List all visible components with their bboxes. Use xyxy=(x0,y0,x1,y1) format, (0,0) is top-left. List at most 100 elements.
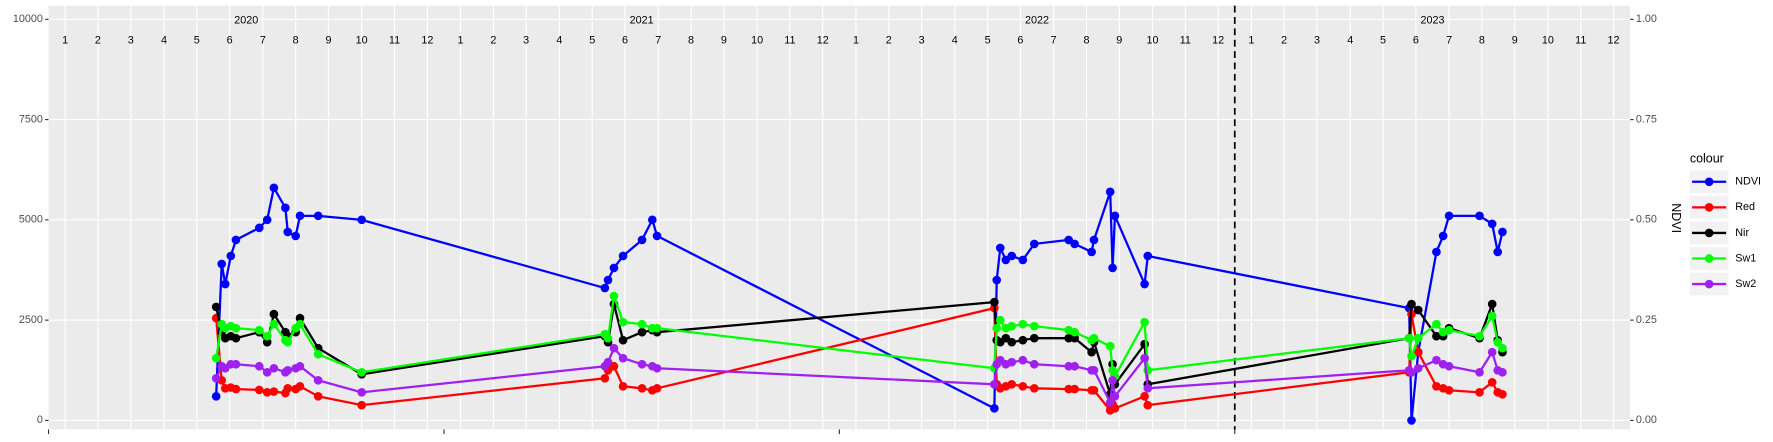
data-point xyxy=(1432,355,1441,365)
data-point xyxy=(1007,321,1017,331)
data-point xyxy=(313,392,323,401)
data-point xyxy=(1108,263,1117,273)
month-label: 11 xyxy=(389,35,400,47)
data-point xyxy=(1110,211,1120,221)
month-label: 5 xyxy=(589,35,595,47)
data-point xyxy=(357,367,367,377)
data-point xyxy=(211,392,221,401)
data-point xyxy=(283,383,293,393)
y2-axis-title: NDVI xyxy=(1669,203,1683,233)
marks xyxy=(211,5,1507,430)
data-point xyxy=(992,275,1002,285)
data-point xyxy=(995,243,1005,253)
data-point xyxy=(603,333,613,343)
data-point xyxy=(1007,251,1017,261)
legend-label: Nir xyxy=(1735,227,1749,239)
data-point xyxy=(652,323,662,333)
data-point xyxy=(1444,385,1454,395)
data-point xyxy=(1475,388,1484,397)
data-point xyxy=(1018,319,1028,329)
data-point xyxy=(990,404,999,413)
data-point xyxy=(618,353,628,363)
data-point xyxy=(600,283,610,293)
data-point xyxy=(1018,255,1028,265)
data-point xyxy=(357,388,367,397)
data-point xyxy=(295,319,305,329)
data-point xyxy=(1140,353,1149,363)
data-point xyxy=(609,343,619,353)
data-point xyxy=(211,353,221,363)
data-point xyxy=(609,291,619,301)
data-point xyxy=(1407,367,1416,377)
month-label: 12 xyxy=(1608,35,1620,47)
y2-tick-label: 1.00 xyxy=(1636,13,1657,25)
month-label: 9 xyxy=(1512,35,1518,47)
data-point xyxy=(262,215,272,225)
data-point xyxy=(1140,392,1149,401)
data-point xyxy=(217,259,227,269)
y-tick-label: 10000 xyxy=(13,13,43,25)
legend-dot xyxy=(1704,228,1714,238)
month-label: 7 xyxy=(260,35,266,47)
data-point xyxy=(1498,343,1507,353)
data-point xyxy=(1140,317,1149,327)
data-point xyxy=(652,383,662,393)
data-point xyxy=(231,333,241,343)
data-point xyxy=(211,373,221,383)
y-tick-label: 0 xyxy=(37,414,43,426)
data-point xyxy=(1413,347,1423,357)
data-point xyxy=(1407,299,1416,309)
data-point xyxy=(269,183,279,193)
data-point xyxy=(1064,333,1074,343)
data-point xyxy=(995,315,1005,325)
data-point xyxy=(1444,211,1454,221)
data-point xyxy=(1432,381,1441,391)
data-point xyxy=(1029,321,1039,331)
month-label: 1 xyxy=(1248,35,1254,47)
y2-tick-label: 0.50 xyxy=(1636,214,1657,226)
data-point xyxy=(1493,337,1503,347)
month-label: 6 xyxy=(622,35,628,47)
month-label: 11 xyxy=(1180,35,1191,47)
data-point xyxy=(262,337,272,347)
data-point xyxy=(283,365,293,375)
data-point xyxy=(1029,333,1039,343)
data-point xyxy=(637,235,647,245)
data-point xyxy=(1105,398,1115,407)
data-point xyxy=(1487,299,1497,309)
data-point xyxy=(1498,367,1507,377)
data-point xyxy=(1487,347,1497,357)
data-point xyxy=(1432,247,1441,257)
legend-dot xyxy=(1704,254,1714,263)
month-label: 8 xyxy=(688,35,694,47)
month-label: 7 xyxy=(1051,35,1057,47)
data-point xyxy=(1487,219,1497,229)
data-point xyxy=(1089,333,1099,343)
month-label: 3 xyxy=(523,35,529,47)
month-label: 5 xyxy=(985,35,991,47)
data-point xyxy=(254,361,264,371)
data-point xyxy=(283,227,293,237)
data-point xyxy=(1404,333,1414,343)
month-label: 6 xyxy=(227,35,233,47)
data-point xyxy=(283,337,293,347)
month-label: 3 xyxy=(1314,35,1320,47)
month-label: 4 xyxy=(556,35,562,47)
legend-label: NDVI xyxy=(1735,176,1761,188)
data-point xyxy=(1413,333,1423,343)
data-point xyxy=(609,263,619,273)
data-point xyxy=(1105,341,1115,351)
data-point xyxy=(295,361,305,371)
data-point xyxy=(1108,375,1117,385)
data-point xyxy=(990,297,999,307)
data-point xyxy=(262,367,272,377)
data-point xyxy=(1475,331,1484,341)
month-label: 8 xyxy=(1479,35,1485,47)
data-point xyxy=(1029,359,1039,369)
month-label: 1 xyxy=(458,35,464,47)
data-point xyxy=(313,375,323,385)
month-label: 12 xyxy=(1212,35,1224,47)
data-point xyxy=(1487,311,1497,321)
month-label: 7 xyxy=(655,35,661,47)
panel xyxy=(48,5,1631,430)
